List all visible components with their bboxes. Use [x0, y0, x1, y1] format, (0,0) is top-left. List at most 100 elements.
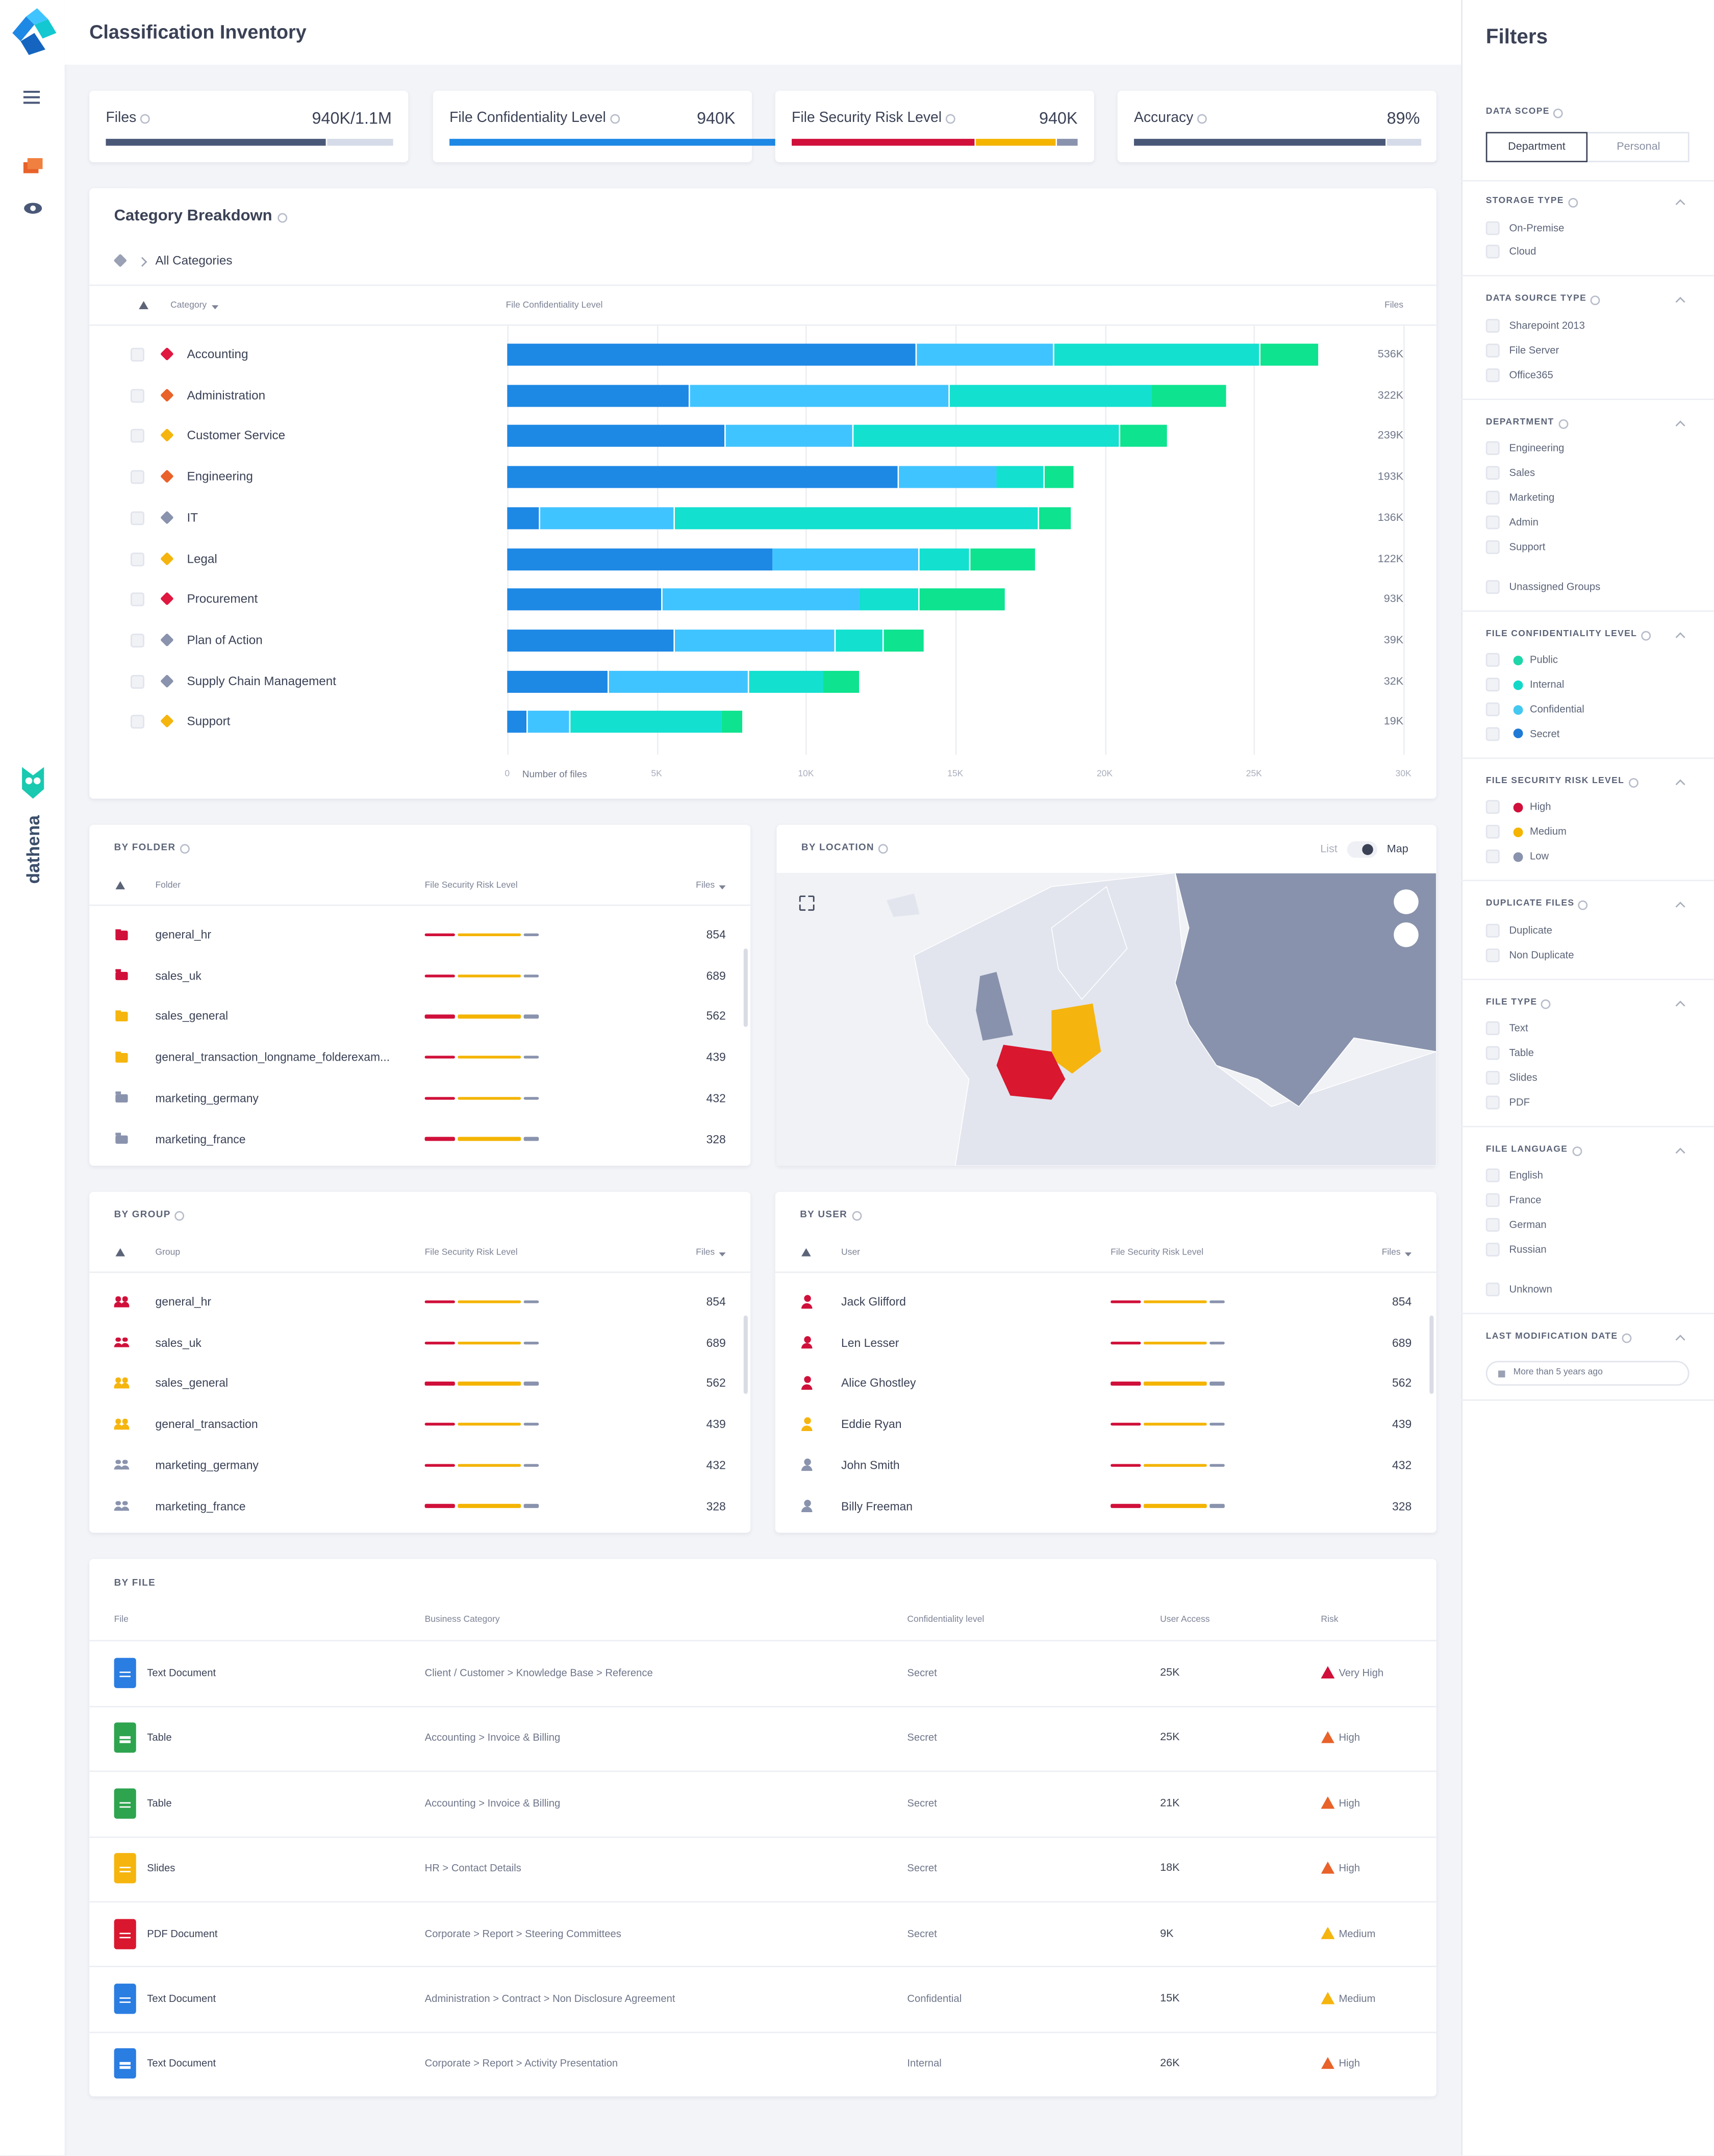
checkbox[interactable]: [130, 347, 144, 362]
checkbox[interactable]: [1485, 1218, 1500, 1232]
filter-option[interactable]: On-Premise: [1509, 221, 1565, 234]
risk-high: [424, 1056, 455, 1059]
business-category: Corporate > Report > Steering Committees: [424, 1927, 621, 1940]
confidentiality-level: Secret: [907, 1862, 937, 1874]
checkbox[interactable]: [130, 511, 144, 525]
file-name: Table: [147, 1796, 172, 1810]
filter-option[interactable]: Cloud: [1509, 245, 1536, 258]
caret: [1404, 1252, 1412, 1257]
filter-option[interactable]: Unknown: [1509, 1283, 1552, 1295]
checkbox[interactable]: [1485, 678, 1500, 692]
checkbox[interactable]: [1485, 490, 1500, 505]
tab-label[interactable]: Department: [1508, 140, 1566, 153]
checkbox[interactable]: [1485, 800, 1500, 815]
checkbox[interactable]: [130, 470, 144, 484]
tab[interactable]: [1485, 132, 1588, 162]
tab-label[interactable]: Personal: [1617, 140, 1660, 153]
help-icon: [180, 844, 190, 854]
checkbox[interactable]: [1485, 368, 1500, 382]
risk-label: High: [1339, 1796, 1360, 1810]
inventory-icon[interactable]: [23, 158, 43, 174]
row-name: Billy Freeman: [841, 1498, 913, 1513]
checkbox[interactable]: [1485, 1070, 1500, 1085]
filter-option[interactable]: Admin: [1509, 515, 1539, 529]
date-input[interactable]: [1485, 1361, 1690, 1386]
divider: [1461, 757, 1714, 759]
file-icon-line: [119, 1932, 131, 1934]
checkbox[interactable]: [1485, 515, 1500, 530]
filter-option[interactable]: Secret: [1529, 727, 1560, 740]
checkbox[interactable]: [1485, 1193, 1500, 1208]
filter-option[interactable]: Sales: [1509, 466, 1535, 479]
checkbox[interactable]: [1485, 580, 1500, 594]
checkbox[interactable]: [1485, 1095, 1500, 1109]
checkbox[interactable]: [130, 633, 144, 647]
category-name: Administration: [187, 388, 266, 402]
checkbox[interactable]: [1485, 343, 1500, 358]
filter-option[interactable]: Table: [1509, 1046, 1534, 1059]
checkbox[interactable]: [1485, 1282, 1500, 1296]
user-access: 21K: [1160, 1796, 1180, 1809]
column-header: Business Category: [424, 1615, 500, 1625]
checkbox[interactable]: [1485, 948, 1500, 962]
bar-segment: [916, 343, 1053, 366]
eye-icon[interactable]: [23, 202, 43, 214]
checkbox[interactable]: [1485, 466, 1500, 480]
checkbox[interactable]: [1485, 1046, 1500, 1060]
filter-option[interactable]: High: [1529, 800, 1551, 814]
checkbox[interactable]: [1485, 1242, 1500, 1257]
filter-option[interactable]: Sharepoint 2013: [1509, 319, 1585, 332]
toggle-option[interactable]: List: [1320, 842, 1338, 855]
group-icon-head: [115, 1337, 120, 1342]
checkbox[interactable]: [130, 592, 144, 607]
checkbox[interactable]: [1485, 825, 1500, 839]
filter-option[interactable]: Low: [1529, 850, 1549, 863]
checkbox[interactable]: [1485, 727, 1500, 741]
filter-option[interactable]: Confidential: [1529, 703, 1584, 715]
checkbox[interactable]: [1485, 220, 1500, 235]
tab[interactable]: [1587, 132, 1690, 162]
filter-option[interactable]: File Server: [1509, 343, 1559, 357]
filter-option[interactable]: Duplicate: [1509, 923, 1552, 936]
risk-high: [424, 1137, 455, 1141]
kpi-value: 89%: [1387, 108, 1420, 128]
filter-option[interactable]: Text: [1509, 1021, 1528, 1035]
filter-option[interactable]: Non Duplicate: [1509, 948, 1574, 961]
checkbox[interactable]: [1485, 245, 1500, 259]
filter-option[interactable]: Marketing: [1509, 491, 1555, 504]
checkbox[interactable]: [130, 551, 144, 566]
checkbox[interactable]: [1485, 1021, 1500, 1036]
group-icon-head: [115, 1296, 120, 1301]
checkbox[interactable]: [130, 674, 144, 688]
checkbox[interactable]: [130, 388, 144, 403]
risk-low: [523, 1463, 539, 1467]
filter-option[interactable]: Slides: [1509, 1071, 1537, 1084]
checkbox[interactable]: [1485, 441, 1500, 456]
filter-option[interactable]: Russian: [1509, 1243, 1547, 1256]
checkbox[interactable]: [1485, 923, 1500, 937]
filter-option[interactable]: Unassigned Groups: [1509, 580, 1601, 593]
menu-icon[interactable]: [23, 90, 40, 105]
filter-option[interactable]: Engineering: [1509, 442, 1565, 455]
row-name: Jack Glifford: [841, 1294, 906, 1309]
filter-option[interactable]: France: [1509, 1194, 1542, 1207]
filter-option[interactable]: Internal: [1529, 678, 1565, 691]
checkbox[interactable]: [130, 429, 144, 443]
filter-option[interactable]: PDF: [1509, 1095, 1530, 1108]
filter-option[interactable]: Medium: [1529, 825, 1567, 838]
checkbox[interactable]: [1485, 1169, 1500, 1183]
toggle-option[interactable]: Map: [1387, 842, 1408, 855]
filter-option[interactable]: Support: [1509, 540, 1546, 553]
checkbox[interactable]: [130, 715, 144, 729]
checkbox[interactable]: [1485, 540, 1500, 554]
filter-option[interactable]: German: [1509, 1218, 1547, 1231]
checkbox[interactable]: [1485, 318, 1500, 333]
brand: dathena: [22, 815, 43, 884]
filter-option[interactable]: Public: [1529, 654, 1558, 666]
checkbox[interactable]: [1485, 849, 1500, 864]
checkbox[interactable]: [1485, 653, 1500, 667]
filter-option[interactable]: English: [1509, 1169, 1543, 1182]
filter-option[interactable]: Office365: [1509, 368, 1553, 381]
risk-low: [523, 1056, 539, 1059]
checkbox[interactable]: [1485, 702, 1500, 716]
